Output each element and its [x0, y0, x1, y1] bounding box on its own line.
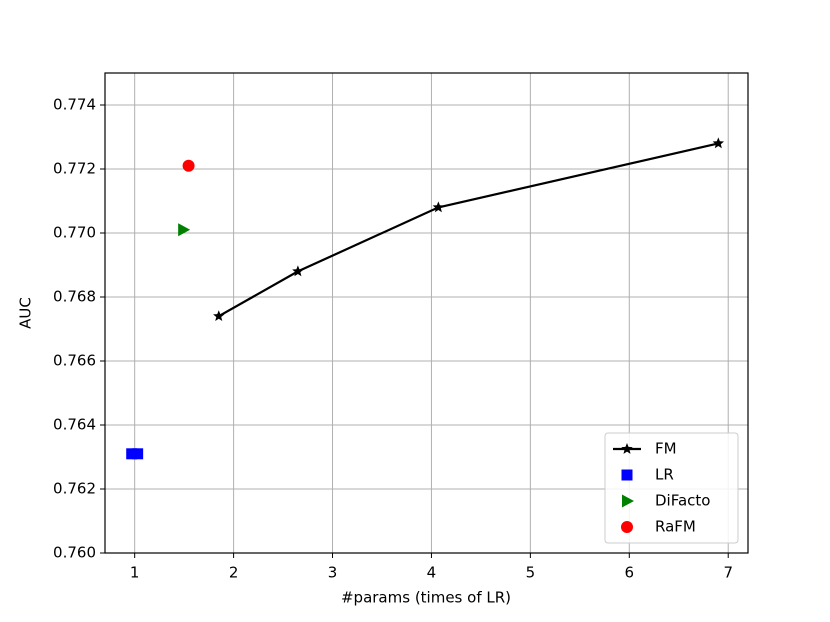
- marker: [182, 159, 195, 172]
- legend-marker: [621, 443, 633, 454]
- x-tick-label: 2: [229, 564, 239, 582]
- legend: FM LR DiFacto RaFM: [604, 432, 739, 544]
- y-tick-label: 0.774: [53, 96, 96, 114]
- y-tick-label: 0.768: [53, 288, 96, 306]
- x-tick-label: 1: [130, 564, 140, 582]
- legend-label: DiFacto: [655, 492, 710, 510]
- y-tick-label: 0.766: [53, 352, 96, 370]
- x-tick-label: 6: [625, 564, 635, 582]
- legend-box: [604, 432, 739, 544]
- legend-marker: [622, 494, 634, 508]
- x-tick-label: 5: [526, 564, 536, 582]
- x-axis-label: #params (times of LR): [341, 589, 511, 607]
- marker: [178, 223, 191, 237]
- x-tick-label: 4: [427, 564, 437, 582]
- y-tick-label: 0.764: [53, 416, 96, 434]
- x-tick-label: 7: [723, 564, 733, 582]
- series-line: [218, 142, 719, 318]
- y-tick-label: 0.762: [53, 480, 96, 498]
- legend-label: LR: [655, 466, 674, 484]
- x-tick-label: 3: [328, 564, 338, 582]
- y-tick-label: 0.772: [53, 160, 96, 178]
- marker: [432, 201, 445, 213]
- y-tick-label: 0.760: [53, 544, 96, 562]
- y-tick-label: 0.770: [53, 224, 96, 242]
- marker: [292, 265, 304, 277]
- marker: [213, 310, 225, 322]
- legend-marker: [621, 469, 633, 481]
- marker: [712, 137, 725, 149]
- y-axis-label: AUC: [17, 297, 35, 329]
- plot-frame: [104, 72, 749, 554]
- legend-marker: [621, 521, 633, 533]
- marker: [126, 448, 138, 460]
- legend-label: FM: [655, 440, 677, 458]
- legend-label: RaFM: [655, 518, 696, 536]
- marker: [132, 448, 144, 460]
